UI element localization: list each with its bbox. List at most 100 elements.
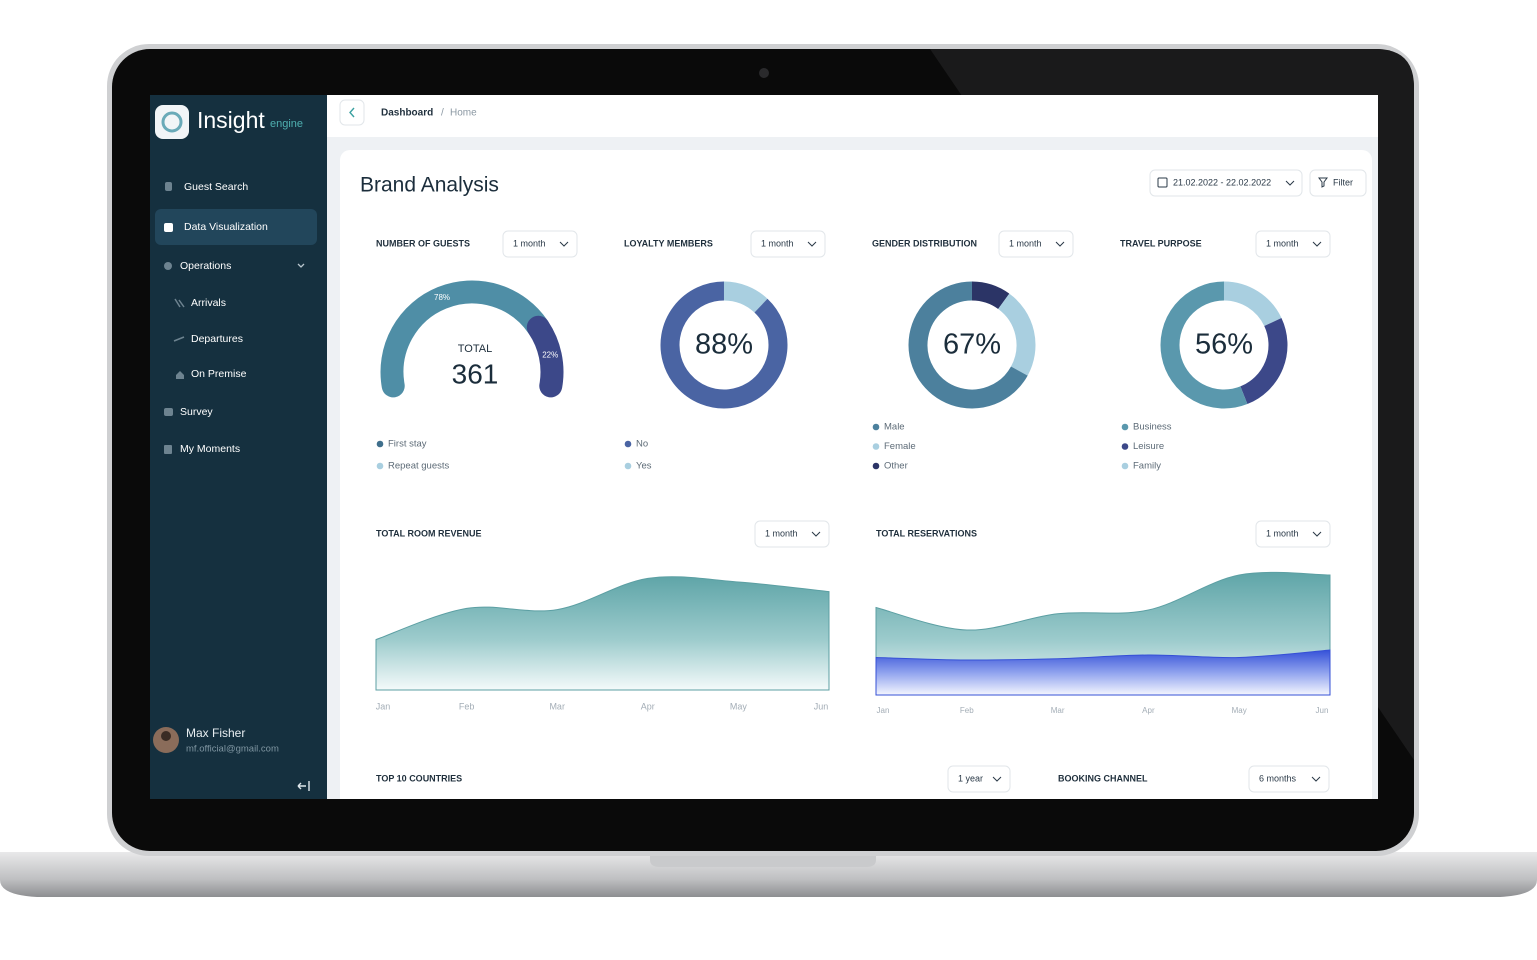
- donut-segment: [723, 281, 768, 313]
- nav-item[interactable]: Data Visualization: [184, 221, 268, 233]
- legend-label: First stay: [388, 439, 427, 450]
- x-tick-label: Jan: [376, 701, 391, 711]
- nav-item[interactable]: Departures: [191, 333, 243, 345]
- chevron: [1312, 241, 1322, 247]
- x-tick-label: Mar: [549, 701, 565, 711]
- legend-label: Female: [884, 441, 916, 452]
- donut-segment: [971, 281, 1010, 310]
- chevron: [1311, 776, 1321, 782]
- user-name: Max Fisher: [186, 726, 245, 740]
- x-tick-label: Feb: [459, 701, 475, 711]
- logo: [155, 105, 189, 139]
- gauge-segment: [526, 315, 564, 398]
- nav-icon: [164, 223, 173, 232]
- nav-item[interactable]: On Premise: [191, 368, 247, 380]
- screen: Insight engine Guest Search Data Visuali…: [150, 95, 1378, 799]
- chevron: [807, 241, 817, 247]
- widget-title: TOTAL ROOM REVENUE: [376, 528, 482, 538]
- chevron: [297, 263, 305, 268]
- chevron: [1285, 180, 1295, 186]
- date-picker[interactable]: [1149, 169, 1303, 197]
- date-range: 21.02.2022 - 22.02.2022: [1173, 177, 1271, 187]
- card: [340, 150, 1372, 799]
- x-tick-label: Apr: [641, 701, 655, 711]
- period-button[interactable]: [502, 230, 578, 258]
- legend-label: Yes: [636, 461, 652, 472]
- legend-dot: [376, 462, 384, 470]
- breadcrumb-section[interactable]: Dashboard: [381, 108, 433, 119]
- legend-label: Leisure: [1133, 441, 1164, 452]
- gauge-caption: TOTAL: [458, 343, 492, 355]
- legend-dot: [624, 440, 632, 448]
- brand: Insight: [197, 107, 265, 133]
- period-label: 1 year: [958, 773, 983, 783]
- widget-title: BOOKING CHANNEL: [1058, 773, 1148, 783]
- donut-segment: [1223, 281, 1282, 327]
- filter-label: Filter: [1333, 177, 1353, 187]
- donut-center-label: 88%: [695, 329, 753, 361]
- chevron: [992, 776, 1002, 782]
- nav-active-bg: [155, 209, 317, 245]
- nav-icon: [165, 182, 172, 191]
- chevron: [811, 531, 821, 537]
- donut-segment: [660, 281, 788, 409]
- x-tick-label: Apr: [1142, 706, 1155, 715]
- period-label: 1 month: [1266, 528, 1299, 538]
- nav-item[interactable]: Arrivals: [191, 297, 226, 309]
- back-button[interactable]: [339, 99, 365, 126]
- donut-segment: [997, 293, 1036, 376]
- legend-dot: [1121, 423, 1129, 431]
- period-label: 1 month: [1266, 238, 1299, 248]
- period-button[interactable]: [1255, 520, 1331, 548]
- chevron: [1312, 531, 1322, 537]
- calendar-icon: [1157, 177, 1168, 188]
- period-button[interactable]: [947, 765, 1011, 793]
- widget-title: NUMBER OF GUESTS: [376, 238, 470, 248]
- page-title: Brand Analysis: [360, 174, 499, 197]
- legend-dot: [872, 443, 880, 450]
- widget-title: TOTAL RESERVATIONS: [876, 528, 977, 538]
- nav-item[interactable]: Survey: [180, 406, 213, 418]
- nav-item[interactable]: My Moments: [180, 443, 240, 455]
- period-button[interactable]: [1255, 230, 1331, 258]
- nav-item[interactable]: Operations: [180, 260, 231, 272]
- legend-label: Business: [1133, 422, 1172, 433]
- nav-icon: [174, 298, 185, 308]
- legend-label: Family: [1133, 461, 1161, 472]
- x-tick-label: May: [1232, 706, 1247, 715]
- period-button[interactable]: [1248, 765, 1330, 793]
- period-button[interactable]: [754, 520, 830, 548]
- back-icon: [349, 107, 355, 118]
- avatar-face: [161, 731, 171, 741]
- area: [375, 576, 830, 691]
- x-tick-label: Jun: [1316, 706, 1329, 715]
- chevron: [559, 241, 569, 247]
- user-email: mf.official@gmail.com: [186, 744, 279, 755]
- filter-icon: [1318, 177, 1328, 188]
- collapse-icon[interactable]: [297, 781, 310, 791]
- donut-center-label: 56%: [1195, 329, 1253, 361]
- legend-label: Repeat guests: [388, 461, 450, 472]
- period-label: 1 month: [761, 238, 794, 248]
- nav-icon: [164, 445, 172, 454]
- nav-icon: [173, 336, 185, 342]
- nav-icon: [176, 371, 184, 379]
- gauge-total: 361: [452, 358, 499, 389]
- period-label: 1 month: [513, 238, 546, 248]
- period-button[interactable]: [998, 230, 1074, 258]
- x-tick-label: May: [730, 701, 748, 711]
- breadcrumb-separator: /: [441, 108, 444, 119]
- x-tick-label: Jan: [877, 706, 890, 715]
- legend-dot: [872, 423, 880, 431]
- filter-button[interactable]: [1309, 169, 1367, 197]
- laptop-base: [0, 852, 1537, 897]
- camera: [759, 68, 769, 78]
- legend-dot: [872, 462, 880, 470]
- x-tick-label: Jun: [814, 701, 829, 711]
- legend-dot: [376, 440, 384, 448]
- nav-item[interactable]: Guest Search: [184, 181, 248, 193]
- widget-title: GENDER DISTRIBUTION: [872, 238, 977, 248]
- x-tick-label: Feb: [960, 706, 974, 715]
- period-button[interactable]: [750, 230, 826, 258]
